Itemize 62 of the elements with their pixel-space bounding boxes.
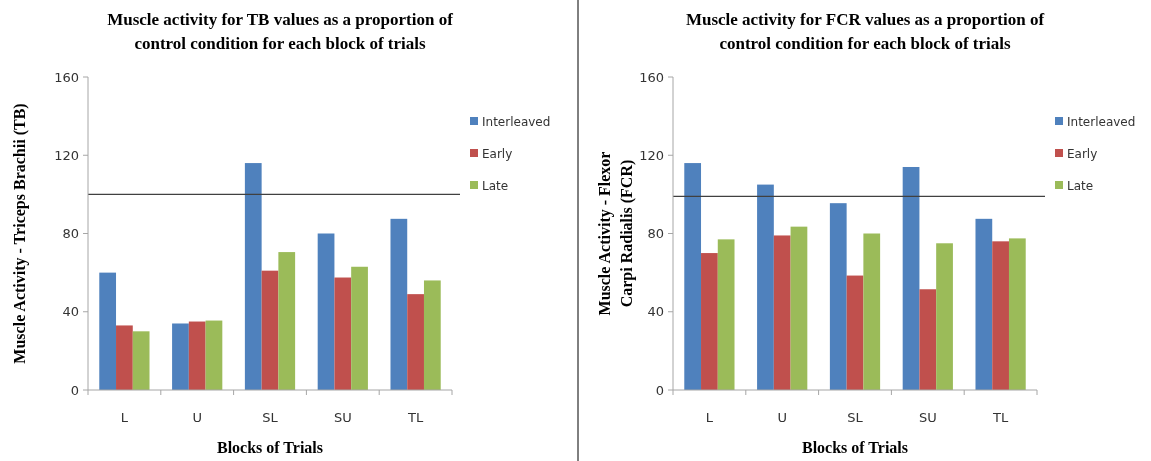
y-axis-title: Muscle Activity - Triceps Brachii (TB): [11, 103, 29, 364]
x-tick-label: L: [705, 410, 714, 425]
y-tick-label: 120: [54, 147, 79, 163]
bar: [99, 272, 117, 390]
legend-label: Late: [482, 179, 509, 194]
bar: [407, 294, 424, 390]
x-tick-label: SL: [847, 410, 864, 425]
y-tick-label: 160: [54, 69, 79, 85]
y-tick-label: 0: [655, 382, 664, 398]
bar: [278, 252, 296, 390]
bar: [351, 266, 368, 390]
bar: [205, 320, 223, 390]
x-tick-label: TL: [992, 410, 1009, 425]
y-tick-label: 120: [639, 147, 664, 163]
y-axis-title: Muscle Activity - Flexor Carpi Radialis (FCR): [596, 151, 636, 316]
x-axis-title: Blocks of Trials: [216, 439, 324, 456]
bar: [992, 241, 1009, 390]
bar: [701, 253, 718, 390]
bar: [975, 218, 993, 390]
legend-label: Late: [1067, 179, 1094, 194]
bar: [684, 163, 702, 390]
chart-title: Muscle activity for FCR values as a proportion of control condition for each block of trials: [685, 10, 1045, 53]
bar: [919, 289, 937, 390]
bar: [188, 321, 206, 390]
bar: [132, 331, 150, 390]
y-tick-label: 40: [647, 304, 664, 320]
bar: [334, 277, 352, 390]
x-tick-label: U: [192, 410, 202, 425]
bar: [423, 280, 441, 390]
bar: [172, 323, 189, 390]
y-tick-label: 40: [62, 304, 79, 320]
bar: [773, 235, 791, 390]
bar: [846, 275, 864, 390]
x-tick-label: SL: [262, 410, 279, 425]
bar: [244, 163, 262, 390]
y-tick-label: 0: [70, 382, 79, 398]
bar: [1008, 238, 1026, 390]
x-tick-label: U: [777, 410, 787, 425]
bar: [390, 218, 408, 390]
x-tick-label: L: [120, 410, 129, 425]
x-axis-title: Blocks of Trials: [801, 439, 909, 456]
bar: [790, 226, 808, 390]
bar: [757, 184, 774, 390]
chart-title: Muscle activity for TB values as a proportion of control condition for each block of trials: [107, 10, 454, 53]
legend-label: Early: [1067, 147, 1098, 162]
bar: [863, 233, 881, 390]
bar: [717, 239, 735, 390]
x-tick-label: TL: [407, 410, 424, 425]
bar: [116, 325, 133, 390]
y-tick-label: 80: [647, 226, 664, 242]
legend-label: Early: [482, 147, 513, 162]
y-tick-label: 80: [62, 226, 79, 242]
bar: [829, 203, 847, 390]
y-tick-label: 160: [639, 69, 664, 85]
legend-label: Interleaved: [1067, 115, 1136, 130]
bar: [261, 270, 279, 390]
bar: [936, 243, 953, 390]
bar: [902, 166, 920, 390]
x-tick-label: SU: [333, 410, 352, 425]
bar: [317, 233, 335, 390]
legend-label: Interleaved: [482, 115, 551, 130]
x-tick-label: SU: [918, 410, 937, 425]
